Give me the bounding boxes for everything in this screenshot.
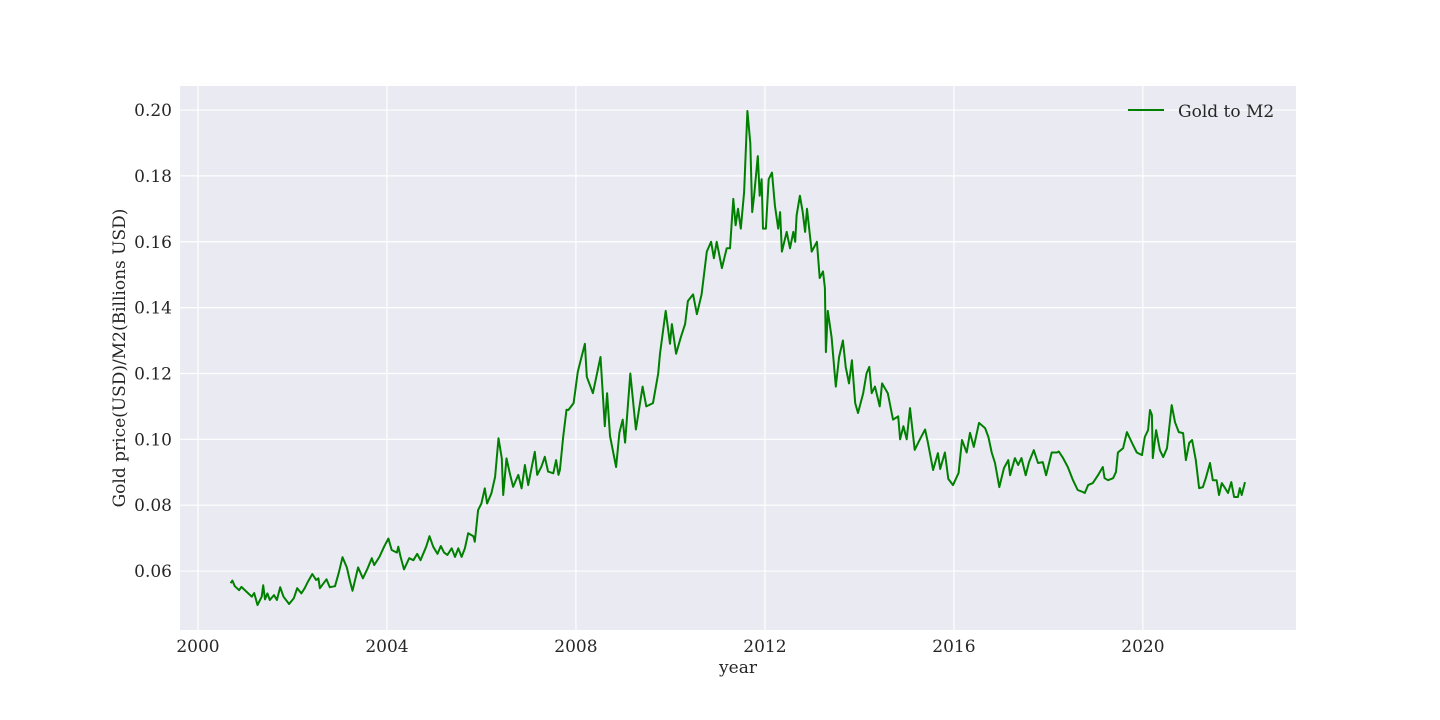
y-tick-labels: 0.06 0.08 0.10 0.12 0.14 0.16 0.18 0.20 [134,101,172,582]
y-tick-label: 0.18 [134,167,172,187]
legend-label: Gold to M2 [1178,102,1274,122]
series-line-gold-to-m2 [229,110,1246,606]
legend: Gold to M2 [1128,102,1274,122]
series-layer [229,110,1246,606]
x-tick-label: 2012 [743,637,786,657]
y-tick-label: 0.06 [134,562,172,582]
x-tick-label: 2004 [365,637,408,657]
y-tick-label: 0.20 [134,101,172,121]
x-tick-label: 2020 [1121,637,1164,657]
y-tick-label: 0.08 [134,496,172,516]
x-tick-label: 2000 [176,637,219,657]
y-tick-label: 0.10 [134,430,172,450]
y-tick-label: 0.16 [134,233,172,253]
y-tick-label: 0.12 [134,364,172,384]
x-tick-label: 2008 [554,637,597,657]
x-tick-label: 2016 [932,637,975,657]
x-tick-labels: 2000 2004 2008 2012 2016 2020 [176,637,1164,657]
gridlines [180,86,1296,630]
x-axis-label: year [718,658,758,678]
plot-background [180,86,1296,630]
y-tick-label: 0.14 [134,299,172,319]
y-axis-label: Gold price(USD)/M2(Billions USD) [110,209,130,508]
